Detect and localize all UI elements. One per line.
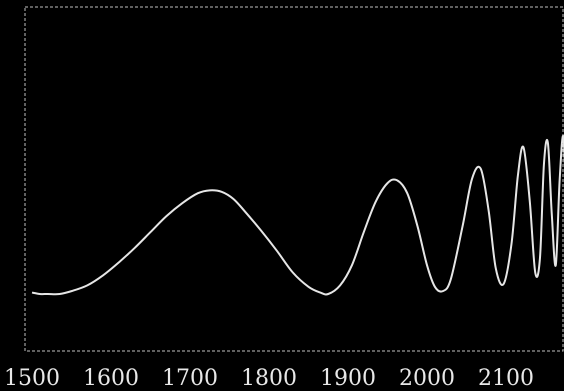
series-line-0 — [31, 135, 564, 296]
x-axis-tick-labels: 1500 1600 1700 1800 1900 2000 2100 — [4, 366, 534, 391]
series-layer — [31, 135, 564, 296]
x-tick-label: 1700 — [162, 366, 218, 391]
x-tick-label: 1900 — [320, 366, 376, 391]
x-tick-label: 2000 — [399, 366, 455, 391]
x-tick-label: 1500 — [4, 366, 60, 391]
plot-frame — [24, 6, 564, 352]
x-tick-label: 2100 — [478, 366, 534, 391]
x-tick-label: 1600 — [83, 366, 139, 391]
x-tick-label: 1800 — [241, 366, 297, 391]
